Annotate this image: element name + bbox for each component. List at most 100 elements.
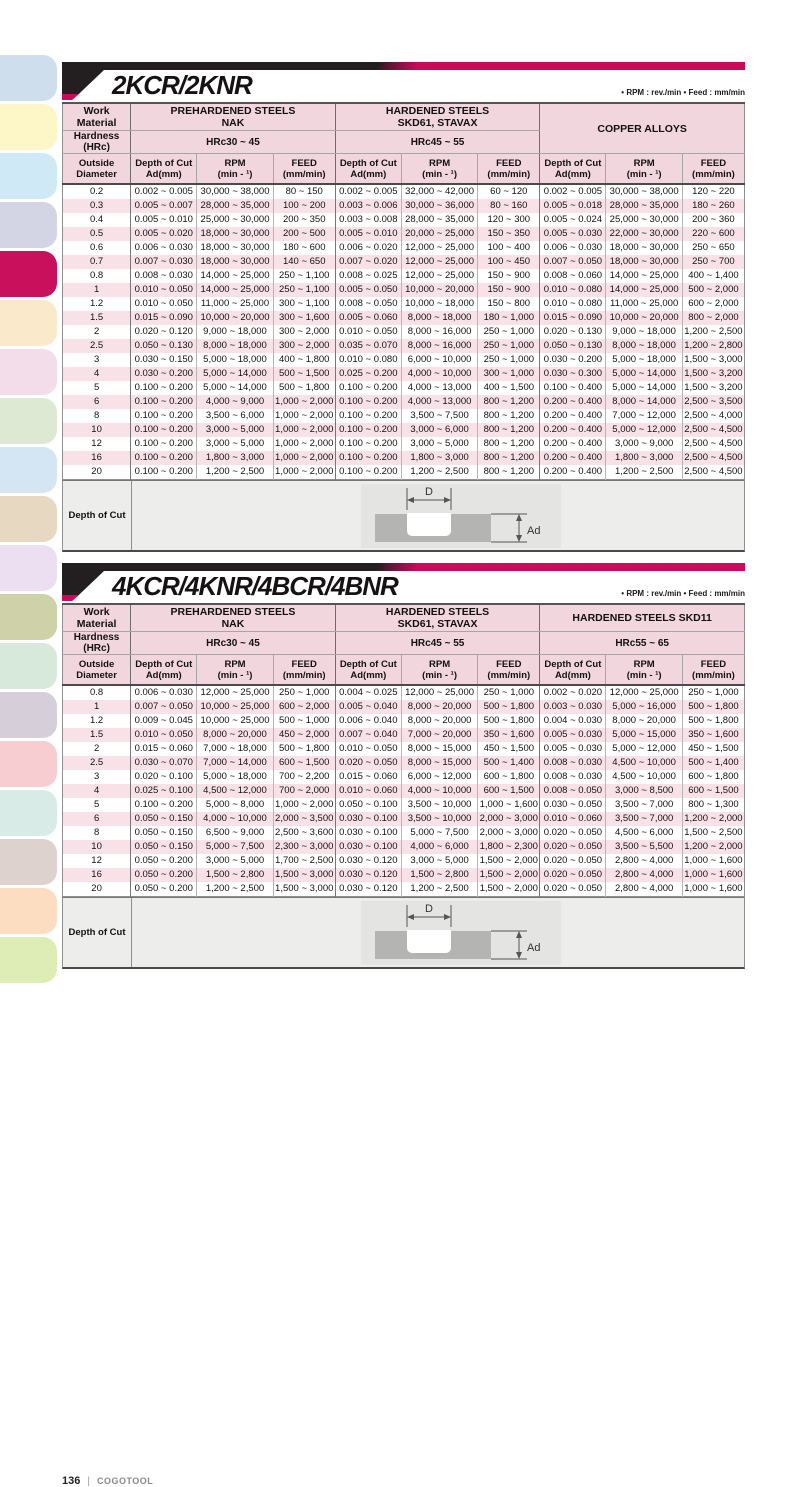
brand-name: COGOTOOL — [96, 1476, 154, 1486]
value-cell: 1,000 ~ 1,600 — [477, 798, 540, 812]
value-cell: 1,200 ~ 2,800 — [681, 339, 745, 353]
depth-of-cut-header: Depth of Cut Ad(mm) — [334, 153, 402, 185]
value-cell: 180 ~ 600 — [272, 241, 336, 255]
value-cell: 500 ~ 1,800 — [272, 742, 336, 756]
value-cell: 250 ~ 1,000 — [477, 325, 540, 339]
value-cell: 1,000 ~ 1,600 — [681, 868, 745, 882]
value-cell: 10,000 ~ 25,000 — [196, 700, 274, 714]
outside-diameter-cell: 12 — [91, 438, 102, 449]
outside-diameter-cell: 1.2 — [89, 715, 104, 726]
table-row: 16 0.050 ~ 0.200 1,500 ~ 2,800 1,500 ~ 3,00… — [62, 868, 745, 882]
value-cell: 700 ~ 2,200 — [272, 770, 336, 784]
table-row: 1 0.007 ~ 0.050 10,000 ~ 25,000 600 ~ 2,000… — [62, 700, 745, 714]
value-cell: 300 ~ 1,100 — [272, 297, 336, 311]
value-cell: 800 ~ 1,200 — [477, 423, 540, 437]
value-cell: 1,500 ~ 2,800 — [400, 868, 478, 882]
value-cell: 0.005 ~ 0.010 — [130, 213, 197, 227]
value-cell: 0.030 ~ 0.200 — [539, 353, 606, 367]
table-row: 0.3 0.005 ~ 0.007 28,000 ~ 35,000 100 ~ 200… — [62, 199, 745, 213]
value-cell: 12,000 ~ 25,000 — [400, 269, 478, 283]
value-cell: 0.008 ~ 0.050 — [334, 297, 402, 311]
value-cell: 250 ~ 1,000 — [477, 339, 540, 353]
value-cell: 150 ~ 350 — [477, 227, 540, 241]
value-cell: 0.008 ~ 0.030 — [539, 756, 606, 770]
depth-of-cut-header: Depth of Cut Ad(mm) — [539, 654, 606, 686]
value-cell: 0.035 ~ 0.070 — [334, 339, 402, 353]
material-group-prehardened: PREHARDENED STEELS NAK — [130, 604, 336, 632]
value-cell: 9,000 ~ 18,000 — [196, 325, 274, 339]
value-cell: 8,000 ~ 14,000 — [605, 395, 683, 409]
value-cell: 1,500 ~ 2,000 — [477, 854, 540, 868]
outside-diameter-cell: 1 — [62, 700, 131, 714]
outside-diameter-cell: 1.5 — [62, 728, 131, 742]
value-cell: 800 ~ 1,200 — [477, 409, 540, 423]
sidebar-tab-5-active — [0, 251, 57, 297]
value-cell: 500 ~ 1,500 — [272, 367, 336, 381]
value-cell: 10,000 ~ 20,000 — [196, 311, 274, 325]
hardness-value: HRc30 ~ 45 — [130, 130, 336, 154]
value-cell: 1,500 ~ 2,000 — [477, 868, 540, 882]
value-cell: 5,000 ~ 12,000 — [605, 423, 683, 437]
value-cell: 0.020 ~ 0.050 — [539, 882, 606, 897]
value-cell: 1,000 ~ 2,000 — [272, 465, 336, 480]
table-row: 10 0.100 ~ 0.200 3,000 ~ 5,000 1,000 ~ 2,00… — [62, 423, 745, 437]
value-cell: 3,500 ~ 7,500 — [400, 409, 478, 423]
table-row: 6 0.050 ~ 0.150 4,000 ~ 10,000 2,000 ~ 3,50… — [62, 812, 745, 826]
value-cell: 0.050 ~ 0.130 — [539, 339, 606, 353]
value-cell: 0.050 ~ 0.200 — [130, 868, 197, 882]
value-cell: 5,000 ~ 14,000 — [196, 381, 274, 395]
value-cell: 0.100 ~ 0.200 — [334, 451, 402, 465]
value-cell: 14,000 ~ 25,000 — [605, 283, 683, 297]
value-cell: 0.050 ~ 0.130 — [130, 339, 197, 353]
value-cell: 400 ~ 1,800 — [272, 353, 336, 367]
value-cell: 0.100 ~ 0.200 — [334, 437, 402, 451]
value-cell: 10,000 ~ 18,000 — [400, 297, 478, 311]
value-cell: 0.100 ~ 0.200 — [334, 381, 402, 395]
outside-diameter-cell: 2.5 — [62, 756, 131, 770]
value-cell: 0.020 ~ 0.100 — [130, 770, 197, 784]
rpm-header: RPM (min - ¹) — [196, 654, 274, 686]
value-cell: 0.005 ~ 0.020 — [130, 227, 197, 241]
outside-diameter-cell: 20 — [91, 883, 102, 894]
value-cell: 28,000 ~ 35,000 — [196, 199, 274, 213]
sidebar-tab-4 — [0, 202, 57, 248]
value-cell: 5,000 ~ 7,500 — [196, 840, 274, 854]
value-cell: 22,000 ~ 30,000 — [605, 227, 683, 241]
outside-diameter-cell: 1.5 — [62, 311, 131, 325]
section-2kcr-2knr: 2KCR/2KNR • RPM : rev./min • Feed : mm/m… — [62, 62, 745, 552]
value-cell: 0.100 ~ 0.200 — [130, 451, 197, 465]
value-cell: 8,000 ~ 18,000 — [196, 339, 274, 353]
value-cell: 0.010 ~ 0.080 — [539, 283, 606, 297]
diagram-ad-label: Ad — [527, 525, 540, 537]
value-cell: 0.020 ~ 0.050 — [539, 826, 606, 840]
page-number: 136 — [62, 1475, 81, 1487]
table-row: 5 0.100 ~ 0.200 5,000 ~ 14,000 500 ~ 1,800 0… — [63, 381, 745, 395]
value-cell: 12,000 ~ 25,000 — [196, 685, 274, 700]
value-cell: 180 ~ 260 — [681, 199, 745, 213]
value-cell: 5,000 ~ 14,000 — [605, 381, 683, 395]
sidebar-tab-13 — [0, 643, 57, 689]
table-row: 6 0.100 ~ 0.200 4,000 ~ 9,000 1,000 ~ 2,000… — [62, 395, 745, 409]
value-cell: 1,200 ~ 2,500 — [196, 465, 274, 480]
hardness-value: HRc45 ~ 55 — [334, 631, 540, 655]
value-cell: 14,000 ~ 25,000 — [196, 269, 274, 283]
value-cell: 4,500 ~ 12,000 — [196, 784, 274, 798]
value-cell: 25,000 ~ 30,000 — [605, 213, 683, 227]
value-cell: 1,500 ~ 2,500 — [681, 826, 745, 840]
value-cell: 0.009 ~ 0.045 — [130, 714, 197, 728]
value-cell: 3,500 ~ 7,000 — [605, 812, 683, 826]
value-cell: 150 ~ 900 — [477, 283, 540, 297]
sidebar-tab-8 — [0, 398, 57, 444]
sidebar-tab-9 — [0, 447, 57, 493]
rpm-header: RPM (min - ¹) — [400, 654, 478, 686]
value-cell: 1,800 ~ 3,000 — [196, 451, 274, 465]
table-row: 1.5 0.015 ~ 0.090 10,000 ~ 20,000 300 ~ 1,6… — [62, 311, 745, 325]
outside-diameter-cell: 0.7 — [62, 255, 131, 269]
value-cell: 0.008 ~ 0.030 — [130, 269, 197, 283]
value-cell: 150 ~ 800 — [477, 297, 540, 311]
value-cell: 1,000 ~ 2,000 — [272, 423, 336, 437]
value-cell: 250 ~ 650 — [681, 241, 745, 255]
value-cell: 250 ~ 1,100 — [272, 269, 336, 283]
value-cell: 80 ~ 150 — [272, 184, 336, 199]
value-cell: 0.050 ~ 0.150 — [130, 840, 197, 854]
